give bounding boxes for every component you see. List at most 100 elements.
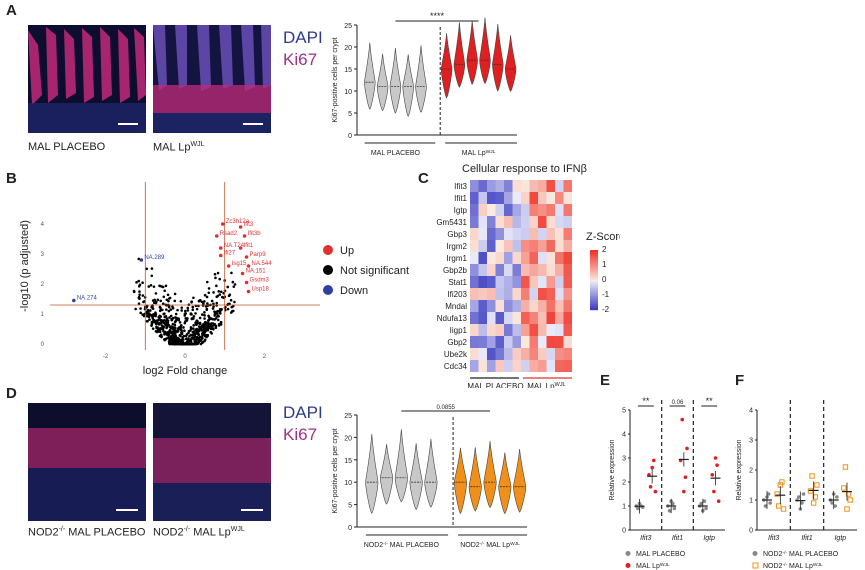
colorbar-segment xyxy=(590,258,598,261)
heatmap-cell xyxy=(538,192,547,204)
y-tick-label: 1 xyxy=(749,498,753,505)
point-not-significant xyxy=(180,309,184,312)
data-point xyxy=(651,458,656,463)
data-point xyxy=(833,504,838,508)
point-not-significant xyxy=(205,333,208,337)
point-not-significant xyxy=(166,322,169,326)
legend-label: Not significant xyxy=(340,265,409,277)
heatmap-cell xyxy=(504,288,513,300)
point-not-significant xyxy=(169,314,173,318)
point-label: NA.151 xyxy=(246,269,267,275)
point-not-significant xyxy=(149,313,152,317)
colorbar-segment xyxy=(590,308,598,311)
point-not-significant xyxy=(164,284,168,288)
violin-shape xyxy=(513,448,527,513)
data-point xyxy=(779,479,785,485)
y-tick-label: 4 xyxy=(622,432,626,439)
micrograph-d-lp xyxy=(153,403,271,521)
legend-marker xyxy=(323,245,333,255)
point-not-significant xyxy=(132,289,136,293)
stain-ki67-d: Ki67 xyxy=(283,425,318,444)
heatmap-cell xyxy=(512,228,521,240)
stain-ki67-a: Ki67 xyxy=(283,50,318,69)
point-not-significant xyxy=(194,312,197,315)
point-not-significant xyxy=(200,336,204,340)
heatmap-cell xyxy=(470,216,479,228)
point-not-significant xyxy=(201,340,204,344)
y-tick-label: 1 xyxy=(622,504,626,511)
point-not-significant xyxy=(174,316,177,319)
violin-shape xyxy=(376,53,389,112)
heatmap-cell xyxy=(487,360,496,372)
heatmap-cell xyxy=(512,300,521,312)
point-not-significant xyxy=(152,285,156,288)
point-not-significant xyxy=(217,314,220,318)
heatmap-cell xyxy=(478,312,487,324)
panel-label-b: B xyxy=(6,170,17,187)
heatmap-cell xyxy=(478,324,487,336)
heatmap-cell xyxy=(470,360,479,372)
violin-shape xyxy=(479,17,491,85)
point-not-significant xyxy=(145,319,149,323)
point-not-significant xyxy=(202,323,205,326)
colorbar-segment xyxy=(590,284,598,287)
x-tick-label: Igtp xyxy=(703,535,715,542)
point-not-significant xyxy=(176,308,179,312)
point-not-significant xyxy=(226,307,230,311)
y-tick-label: 4 xyxy=(41,222,45,228)
heatmap-cell xyxy=(555,360,564,372)
heatmap-cell xyxy=(487,192,496,204)
point-not-significant xyxy=(159,327,163,330)
heatmap-cell xyxy=(478,360,487,372)
point-not-significant xyxy=(152,320,156,324)
y-tick-label: 20 xyxy=(344,435,352,442)
heatmap-cell xyxy=(555,192,564,204)
point-labeled xyxy=(226,264,231,268)
stain-dapi-a: DAPI xyxy=(283,28,323,47)
heatmap-cell xyxy=(521,348,530,360)
y-axis-label: Relative expression xyxy=(736,439,743,500)
y-tick-label: 15 xyxy=(344,458,352,465)
point-not-significant xyxy=(153,298,156,302)
violin-d-marks: 0 5 10 15 20 25 Ki67-positive cells per crypt 0… xyxy=(332,405,527,549)
point-not-significant xyxy=(192,337,196,341)
data-point xyxy=(801,492,806,496)
micrograph-a-placebo xyxy=(28,25,146,133)
legend-marker xyxy=(323,285,333,295)
heatmap-cell xyxy=(504,180,513,192)
point-not-significant xyxy=(197,337,200,340)
point-not-significant xyxy=(157,315,161,319)
heatmap-cell xyxy=(495,180,504,192)
data-point xyxy=(650,465,654,470)
point-label: Ifit3b xyxy=(248,231,262,237)
y-axis-label: Relative expression xyxy=(609,439,616,500)
violin-shape xyxy=(498,452,512,515)
data-point xyxy=(636,506,640,511)
legend-label: Down xyxy=(340,285,368,297)
point-not-significant xyxy=(155,330,159,334)
heatmap-cell xyxy=(487,276,496,288)
point-not-significant xyxy=(154,300,158,304)
point-not-significant xyxy=(137,284,141,288)
point-not-significant xyxy=(215,284,218,288)
colorbar-segment xyxy=(590,286,598,289)
point-labeled xyxy=(240,271,245,276)
heatmap-cell xyxy=(487,312,496,324)
group-label: MAL PLACEBO xyxy=(467,382,523,388)
point-not-significant xyxy=(194,321,197,325)
heatmap-cell xyxy=(529,216,538,228)
heatmap-cell xyxy=(555,324,564,336)
heatmap-cell xyxy=(555,240,564,252)
point-not-significant xyxy=(151,327,155,330)
heatmap-cell xyxy=(512,288,521,300)
heatmap-cell xyxy=(487,204,496,216)
heatmap-cell xyxy=(563,300,572,312)
heatmap-cell xyxy=(538,360,547,372)
point-not-significant xyxy=(168,316,171,319)
colorbar-tick: 1 xyxy=(602,260,607,269)
point-not-significant xyxy=(203,311,206,314)
point-not-significant xyxy=(172,337,175,341)
y-tick-label: 0 xyxy=(749,528,753,535)
heatmap-cell xyxy=(538,324,547,336)
point-not-significant xyxy=(151,307,155,310)
